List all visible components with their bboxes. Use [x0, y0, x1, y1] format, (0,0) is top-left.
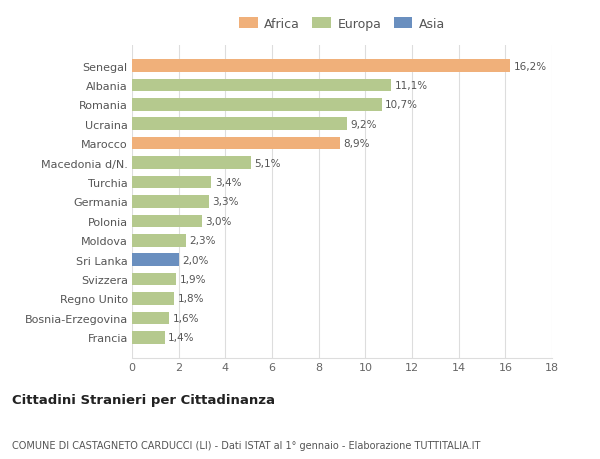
Text: 3,4%: 3,4%	[215, 178, 241, 188]
Text: 16,2%: 16,2%	[514, 62, 547, 71]
Bar	[132, 292, 174, 305]
Text: 2,0%: 2,0%	[182, 255, 209, 265]
Text: 3,0%: 3,0%	[205, 216, 232, 226]
Text: 1,6%: 1,6%	[173, 313, 199, 323]
Bar	[132, 235, 185, 247]
Text: COMUNE DI CASTAGNETO CARDUCCI (LI) - Dati ISTAT al 1° gennaio - Elaborazione TUT: COMUNE DI CASTAGNETO CARDUCCI (LI) - Dat…	[12, 440, 481, 450]
Text: 1,9%: 1,9%	[180, 274, 206, 285]
Text: 1,8%: 1,8%	[178, 294, 204, 304]
Bar	[132, 331, 164, 344]
Text: 2,3%: 2,3%	[189, 236, 215, 246]
Bar	[132, 196, 209, 208]
Bar	[132, 99, 382, 112]
Bar	[132, 60, 510, 73]
Text: 5,1%: 5,1%	[254, 158, 281, 168]
Text: 10,7%: 10,7%	[385, 100, 418, 110]
Bar	[132, 215, 202, 228]
Text: Cittadini Stranieri per Cittadinanza: Cittadini Stranieri per Cittadinanza	[12, 393, 275, 406]
Text: 9,2%: 9,2%	[350, 119, 377, 129]
Bar	[132, 254, 179, 266]
Text: 1,4%: 1,4%	[168, 333, 194, 342]
Legend: Africa, Europa, Asia: Africa, Europa, Asia	[234, 13, 450, 36]
Bar	[132, 79, 391, 92]
Bar	[132, 273, 176, 286]
Bar	[132, 312, 169, 325]
Bar	[132, 138, 340, 150]
Text: 11,1%: 11,1%	[395, 81, 428, 91]
Text: 3,3%: 3,3%	[212, 197, 239, 207]
Bar	[132, 157, 251, 169]
Text: 8,9%: 8,9%	[343, 139, 370, 149]
Bar	[132, 118, 347, 131]
Bar	[132, 176, 211, 189]
